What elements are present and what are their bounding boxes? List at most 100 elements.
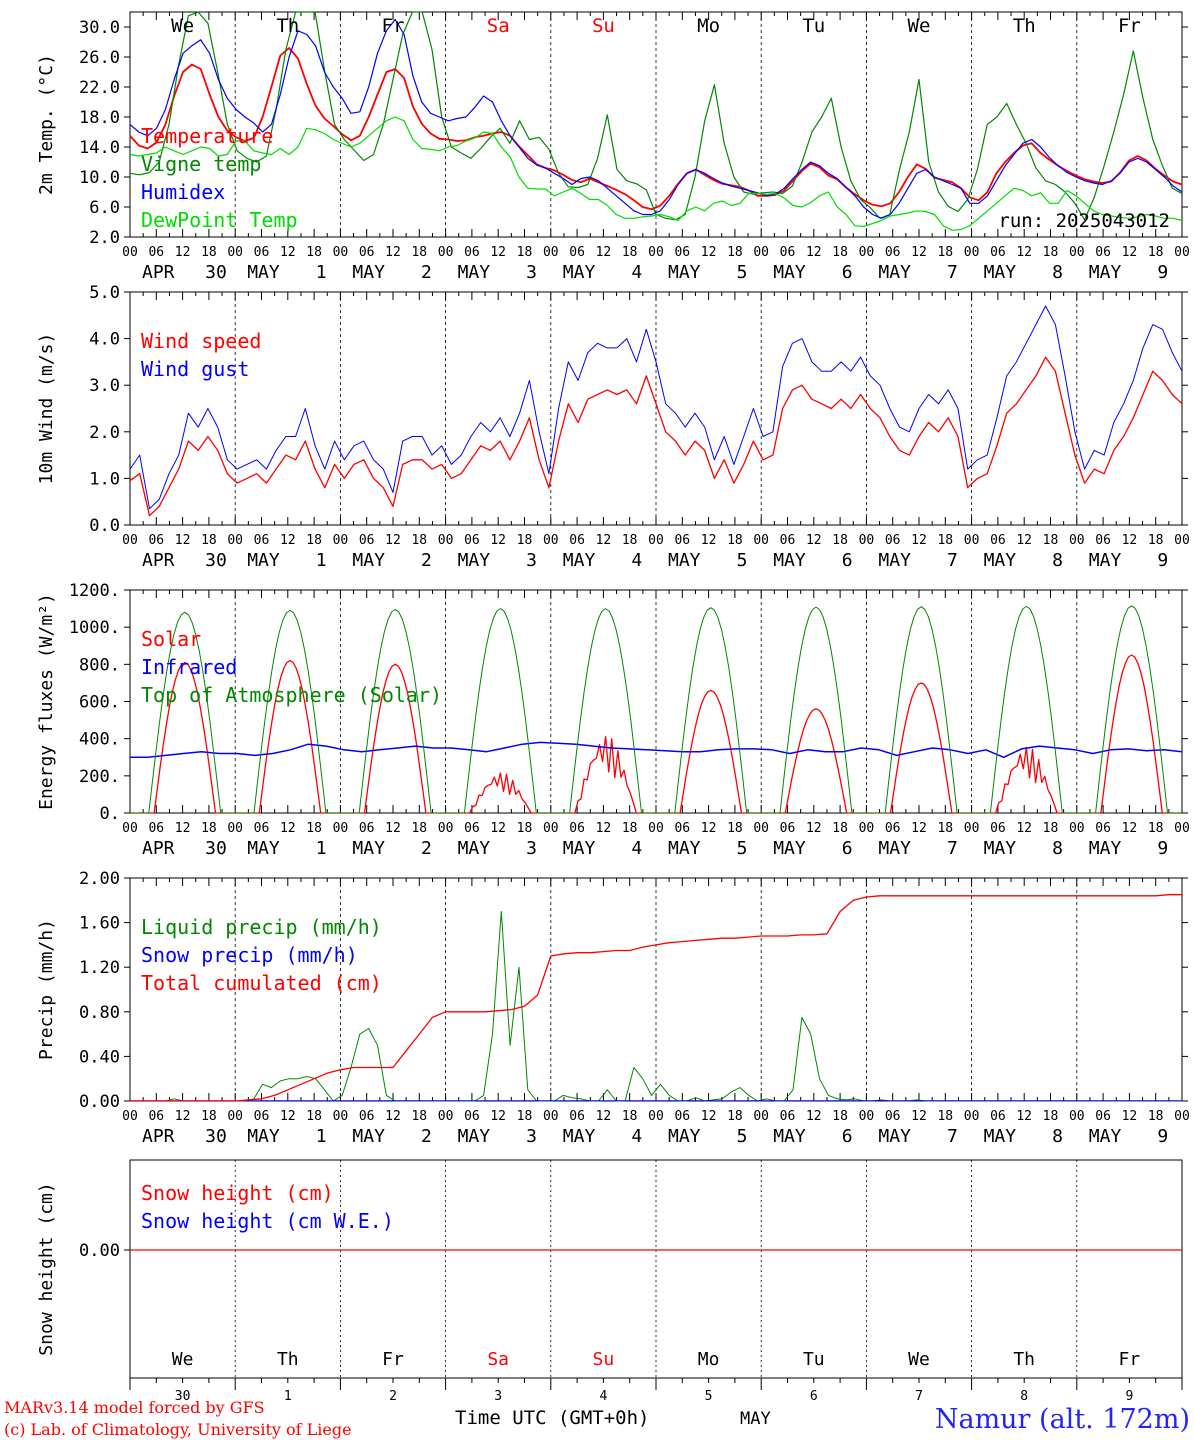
hour-tick-label: 18: [201, 533, 217, 548]
hour-tick-label: 00: [227, 245, 243, 260]
hour-tick-label: 00: [227, 1109, 243, 1124]
bottom-day-name: Th: [277, 1349, 299, 1370]
hour-tick-label: 06: [780, 533, 796, 548]
y-axis-label: Precip (mm/h): [36, 919, 57, 1060]
y-tick-label: 0.00: [79, 1092, 120, 1112]
date-month-label: MAY: [668, 262, 701, 283]
y-tick-label: 2.0: [89, 423, 120, 443]
date-day-label: 4: [631, 1126, 642, 1147]
legend-entry: Liquid precip (mm/h): [141, 915, 382, 939]
hour-tick-label: 18: [1148, 533, 1164, 548]
hour-tick-label: 00: [333, 533, 349, 548]
y-tick-label: 2.00: [79, 869, 120, 889]
legend-entry: Top of Atmosphere (Solar): [141, 683, 442, 707]
hour-tick-label: 18: [201, 245, 217, 260]
legend-entry: Snow height (cm): [141, 1181, 334, 1205]
date-day-label: 4: [631, 550, 642, 571]
bottom-day-name: Fr: [1119, 1349, 1141, 1370]
hour-tick-label: 12: [1016, 533, 1032, 548]
run-label: run: 2025043012: [998, 210, 1170, 232]
y-tick-label: 5.0: [89, 283, 120, 303]
hour-tick-label: 00: [753, 533, 769, 548]
legend-entry: Wind gust: [141, 357, 249, 381]
legend-entry: Total cumulated (cm): [141, 971, 382, 995]
hour-tick-label: 06: [780, 821, 796, 836]
station-label: Namur (alt. 172m): [935, 1404, 1190, 1435]
hour-tick-label: 06: [569, 245, 585, 260]
y-tick-label: 0.0: [89, 516, 120, 536]
legend-entry: DewPoint Temp: [141, 208, 298, 232]
date-day-label: 1: [316, 262, 327, 283]
date-month-label: APR: [142, 1126, 175, 1147]
panel-frame-0: [129, 11, 1183, 238]
y-tick-label: 26.0: [79, 48, 120, 68]
date-day-label: 8: [1052, 550, 1063, 571]
date-day-label: 3: [526, 550, 537, 571]
hour-tick-label: 06: [885, 245, 901, 260]
date-day-label: 7: [947, 262, 958, 283]
hour-tick-label: 00: [859, 1109, 875, 1124]
date-day-label: 5: [737, 838, 748, 859]
y-tick-label: 0.00: [79, 1241, 120, 1261]
bottom-day-number: 6: [810, 1389, 818, 1404]
hour-tick-label: 00: [1069, 1109, 1085, 1124]
bottom-day-number: 2: [389, 1389, 397, 1404]
hour-tick-label: 00: [438, 245, 454, 260]
hour-tick-label: 00: [648, 821, 664, 836]
date-month-label: MAY: [352, 550, 385, 571]
day-name-label: Su: [592, 15, 615, 37]
date-day-label: 5: [737, 1126, 748, 1147]
hour-tick-label: 00: [543, 1109, 559, 1124]
hour-tick-label: 12: [1122, 821, 1138, 836]
hour-tick-label: 00: [648, 245, 664, 260]
hour-tick-label: 00: [333, 245, 349, 260]
date-month-label: MAY: [563, 550, 596, 571]
date-month-label: MAY: [247, 262, 280, 283]
hour-tick-label: 06: [464, 245, 480, 260]
hour-tick-label: 12: [175, 533, 191, 548]
hour-tick-label: 12: [280, 821, 296, 836]
hour-tick-label: 12: [911, 821, 927, 836]
hour-tick-label: 00: [964, 533, 980, 548]
hour-tick-label: 06: [990, 245, 1006, 260]
date-day-label: 2: [421, 262, 432, 283]
bottom-day-name: We: [908, 1349, 930, 1370]
hour-tick-label: 18: [411, 533, 427, 548]
date-day-label: 3: [526, 262, 537, 283]
hour-tick-label: 12: [596, 245, 612, 260]
y-tick-label: 0.: [100, 804, 120, 824]
hour-tick-label: 00: [122, 245, 138, 260]
bottom-day-number: 9: [1125, 1389, 1133, 1404]
hour-tick-label: 12: [596, 533, 612, 548]
hour-tick-label: 00: [1174, 533, 1190, 548]
date-month-label: MAY: [458, 1126, 491, 1147]
series-line-vigne-temp: [129, 11, 1183, 221]
hour-tick-label: 18: [727, 1109, 743, 1124]
hour-tick-label: 00: [1069, 245, 1085, 260]
hour-tick-label: 12: [490, 1109, 506, 1124]
date-month-label: MAY: [1089, 1126, 1122, 1147]
hour-tick-label: 12: [911, 1109, 927, 1124]
hour-tick-label: 12: [490, 533, 506, 548]
date-month-label: MAY: [668, 838, 701, 859]
bottom-day-name: Su: [593, 1349, 615, 1370]
date-day-label: 8: [1052, 262, 1063, 283]
date-month-label: MAY: [352, 262, 385, 283]
date-day-label: 1: [316, 550, 327, 571]
y-tick-label: 30.0: [79, 18, 120, 38]
hour-tick-label: 06: [885, 1109, 901, 1124]
hour-tick-label: 12: [175, 1109, 191, 1124]
bottom-day-number: 30: [175, 1389, 191, 1404]
hour-tick-label: 06: [674, 533, 690, 548]
hour-tick-label: 00: [122, 533, 138, 548]
hour-tick-label: 18: [1043, 1109, 1059, 1124]
hour-tick-label: 06: [674, 245, 690, 260]
y-tick-label: 200.: [79, 767, 120, 787]
date-month-label: MAY: [773, 262, 806, 283]
bottom-day-number: 3: [494, 1389, 502, 1404]
day-name-label: Th: [276, 15, 299, 37]
hour-tick-label: 06: [990, 1109, 1006, 1124]
hour-tick-label: 18: [517, 1109, 533, 1124]
day-name-label: Mo: [697, 15, 720, 37]
date-month-label: MAY: [247, 1126, 280, 1147]
